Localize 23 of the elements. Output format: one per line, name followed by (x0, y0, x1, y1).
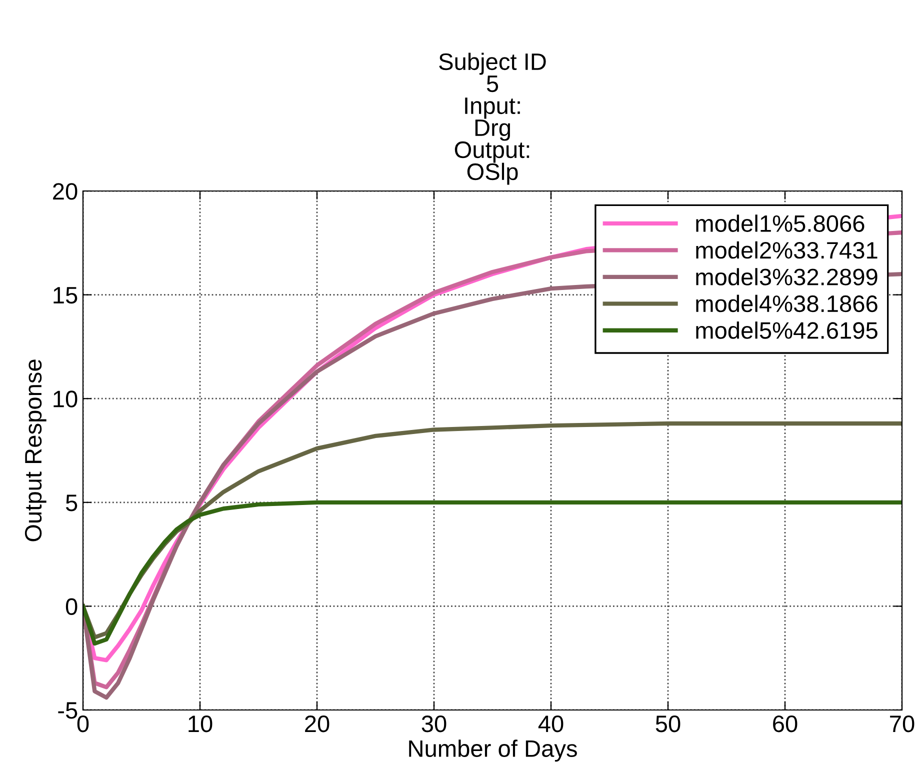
y-tick-label: 0 (66, 598, 78, 615)
x-tick-label: 0 (77, 715, 89, 732)
legend-label: model4%38.1866 (696, 294, 878, 312)
legend-label: model5%42.6195 (696, 322, 878, 339)
legend-label: model3%32.2899 (696, 268, 878, 286)
chart-title: Subject ID 5 Input: Drg Output: OSlp (439, 52, 546, 185)
x-tick-label: 10 (188, 715, 212, 732)
legend-label: model2%33.7431 (696, 241, 878, 259)
legend-label: model1%5.8066 (696, 214, 864, 232)
x-axis-title: Number of Days (409, 740, 577, 762)
y-tick-label: 5 (66, 494, 78, 512)
y-tick-label: 20 (53, 183, 78, 200)
x-tick-label: 60 (773, 715, 798, 732)
y-tick-label: 10 (54, 390, 78, 408)
y-axis-title: Output Response (24, 360, 46, 542)
x-tick-label: 50 (656, 715, 680, 732)
x-tick-label: 20 (305, 715, 330, 732)
line-series (83, 500, 902, 646)
x-tick-label: 40 (538, 715, 564, 732)
y-tick-label: 15 (54, 287, 78, 304)
y-tick-label: -5 (58, 702, 78, 719)
x-tick-label: 30 (422, 715, 446, 732)
x-tick-label: 70 (890, 715, 914, 732)
